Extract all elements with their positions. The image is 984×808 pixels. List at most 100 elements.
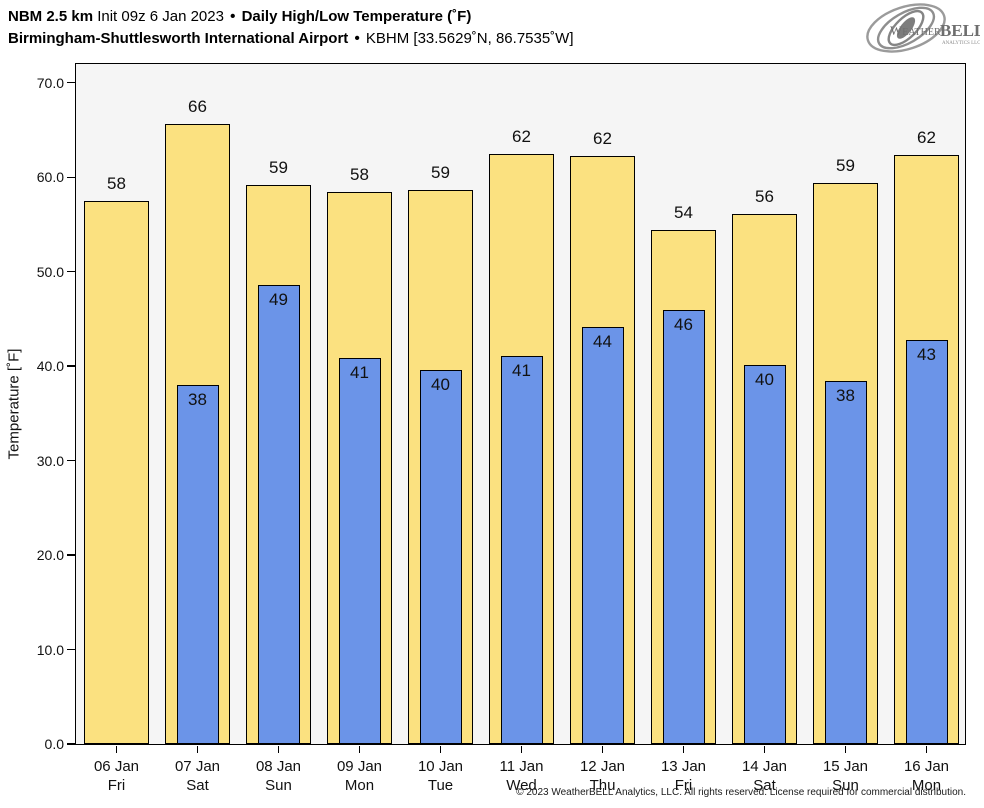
x-tick-mark	[439, 746, 442, 753]
chart-header: NBM 2.5 km Init 09z 6 Jan 2023 • Daily H…	[8, 6, 574, 50]
high-value-label: 56	[755, 187, 774, 207]
low-value-label: 40	[755, 370, 774, 390]
low-value-label: 43	[917, 344, 936, 364]
x-tick-label: 06 Jan Fri	[72, 757, 162, 795]
init-time: Init 09z 6 Jan 2023	[97, 8, 224, 25]
high-value-label: 58	[107, 173, 126, 193]
y-tick-label: 0.0	[44, 736, 64, 752]
x-tick-weekday: Sat	[753, 777, 776, 794]
x-tick-date: 09 Jan	[336, 758, 383, 775]
y-tick-mark	[67, 554, 76, 556]
x-tick-date: 12 Jan	[579, 758, 626, 775]
low-value-label: 41	[512, 360, 531, 380]
high-value-label: 66	[188, 97, 207, 117]
y-tick-label: 60.0	[36, 169, 64, 186]
x-tick-weekday: Wed	[506, 777, 537, 794]
chart-title-line1: NBM 2.5 km Init 09z 6 Jan 2023 • Daily H…	[8, 6, 574, 28]
x-tick-weekday: Mon	[344, 777, 375, 794]
chart-title-line2: Birmingham-Shuttlesworth International A…	[8, 28, 574, 50]
title-separator: •	[230, 8, 236, 25]
x-tick-mark	[196, 746, 199, 753]
x-tick-date: 07 Jan	[174, 758, 221, 775]
x-tick-label: 07 Jan Sat	[153, 757, 243, 795]
station-name: Birmingham-Shuttlesworth International A…	[8, 30, 349, 47]
y-tick-label: 20.0	[36, 547, 64, 564]
y-tick-label: 70.0	[36, 74, 64, 91]
station-id-coords: KBHM [33.5629˚N, 86.7535˚W]	[365, 30, 574, 47]
x-tick-weekday: Fri	[674, 777, 693, 794]
y-tick-label: 10.0	[36, 641, 64, 658]
logo-weather-text: WEATHER	[890, 23, 941, 38]
low-value-label: 38	[836, 386, 855, 406]
low-bar	[743, 365, 786, 744]
copyright-notice: © 2023 WeatherBELL Analytics, LLC. All r…	[516, 787, 966, 798]
x-tick-label: 13 Jan Fri	[639, 757, 729, 795]
y-tick-label: 50.0	[36, 263, 64, 280]
y-tick-mark	[67, 648, 76, 651]
x-tick-label: 11 Jan Wed	[477, 757, 567, 795]
high-bar	[84, 200, 149, 744]
x-tick-weekday: Sat	[186, 777, 209, 794]
x-tick-mark	[115, 746, 118, 753]
high-value-label: 62	[512, 126, 531, 146]
y-tick-mark	[67, 176, 76, 178]
x-tick-mark	[277, 746, 280, 753]
x-tick-weekday: Mon	[911, 777, 942, 794]
high-value-label: 59	[269, 157, 288, 177]
x-tick-mark	[844, 746, 847, 753]
x-tick-mark	[358, 746, 361, 753]
plot-area: 0.0 10.0 20.0 30.0 40.0 50.0 60.0 70.0 58 06 Jan F…	[37, 63, 966, 794]
low-value-label: 40	[431, 374, 450, 394]
high-value-label: 58	[350, 165, 369, 185]
x-tick-weekday: Sun	[265, 777, 292, 794]
logo-bell-text: BELL	[940, 21, 980, 40]
logo-analytics-text: ANALYTICS LLC	[942, 41, 980, 46]
x-tick-label: 16 Jan Mon	[882, 757, 972, 795]
low-bar	[500, 355, 543, 744]
x-tick-date: 06 Jan	[93, 758, 140, 775]
x-tick-date: 08 Jan	[255, 758, 302, 775]
y-tick-mark	[67, 365, 76, 367]
low-bar	[338, 357, 381, 744]
x-tick-date: 11 Jan	[499, 758, 544, 775]
low-value-label: 46	[674, 315, 693, 335]
high-value-label: 54	[674, 203, 693, 223]
x-tick-mark	[682, 746, 685, 753]
high-value-label: 62	[593, 129, 612, 149]
low-bar	[824, 381, 867, 744]
x-tick-date: 13 Jan	[660, 758, 707, 775]
low-value-label: 41	[350, 362, 369, 382]
y-tick-mark	[67, 82, 76, 84]
x-tick-date: 16 Jan	[903, 758, 950, 775]
y-tick-mark	[67, 459, 76, 462]
x-tick-label: 09 Jan Mon	[315, 757, 405, 795]
x-tick-mark	[763, 746, 766, 753]
x-tick-label: 14 Jan Sat	[720, 757, 810, 795]
low-bar	[905, 339, 948, 744]
x-tick-label: 08 Jan Sun	[234, 757, 324, 795]
low-bar	[257, 284, 300, 744]
product-name: Daily High/Low Temperature (˚F)	[241, 8, 472, 25]
x-tick-date: 14 Jan	[741, 758, 788, 775]
x-tick-label: 12 Jan Thu	[558, 757, 648, 795]
x-tick-date: 15 Jan	[822, 758, 869, 775]
low-value-label: 44	[593, 332, 612, 352]
model-name: NBM 2.5 km	[8, 8, 94, 25]
y-tick-label: 30.0	[36, 452, 64, 469]
low-bar	[662, 310, 705, 744]
y-tick-mark	[67, 271, 76, 273]
x-tick-label: 10 Jan Tue	[396, 757, 486, 795]
high-value-label: 59	[431, 162, 450, 182]
high-value-label: 62	[917, 127, 936, 147]
low-value-label: 49	[269, 289, 288, 309]
weatherbell-logo: WEATHER BELL ANALYTICS LLC	[858, 2, 984, 56]
x-tick-date: 10 Jan	[417, 758, 464, 775]
low-bar	[419, 369, 462, 744]
hurricane-swirl-icon: WEATHER BELL ANALYTICS LLC	[866, 3, 984, 53]
x-tick-weekday: Sun	[832, 777, 859, 794]
x-tick-weekday: Thu	[589, 777, 616, 794]
x-tick-mark	[601, 746, 604, 753]
high-value-label: 59	[836, 155, 855, 175]
